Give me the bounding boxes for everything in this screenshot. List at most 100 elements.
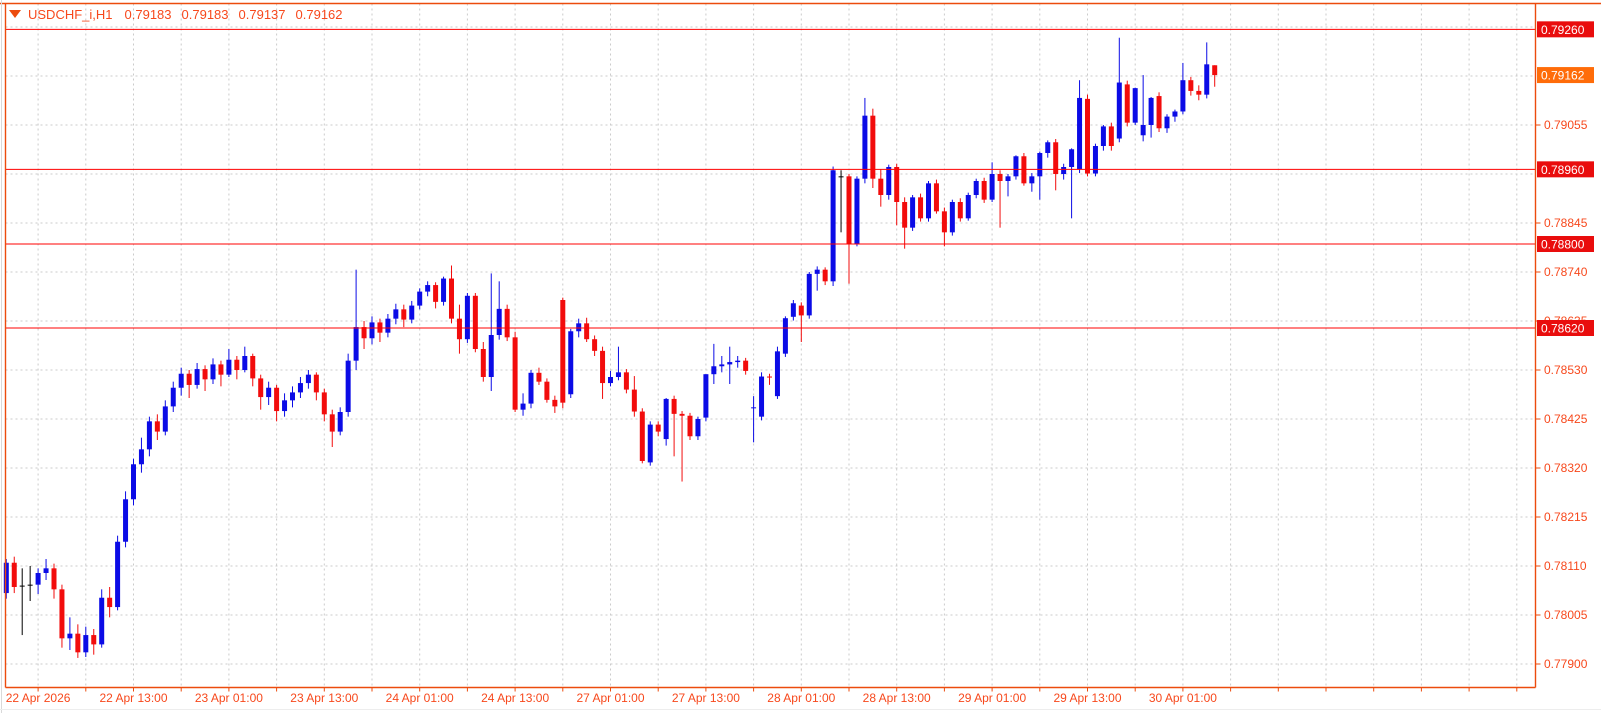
candle-body [425, 285, 431, 292]
time-tick-label: 24 Apr 13:00 [481, 691, 549, 705]
candle-up [1077, 80, 1083, 174]
candle-up [926, 181, 931, 222]
candle-body [19, 585, 25, 587]
candle-down [639, 408, 645, 464]
candle-up [496, 281, 502, 340]
candle-down [186, 370, 192, 398]
candle-up [615, 346, 621, 381]
candle-body [154, 421, 160, 432]
candle-body [703, 374, 709, 418]
candle-body [623, 372, 629, 390]
candle-body [647, 424, 653, 463]
candle-up [647, 421, 653, 466]
candle-body [337, 412, 343, 432]
candle-body [870, 115, 876, 179]
candle-down [258, 374, 264, 410]
candle-body [138, 449, 144, 465]
candle-up [297, 377, 303, 398]
candle-up [814, 266, 820, 291]
candle-body [107, 597, 113, 608]
candle-down [600, 346, 606, 399]
time-axis[interactable] [37, 687, 1518, 692]
candle-up [305, 370, 311, 389]
time-tick-label: 28 Apr 01:00 [767, 691, 835, 705]
candle-down [560, 297, 566, 409]
time-tick-label: 23 Apr 01:00 [195, 691, 263, 705]
candle-down [584, 317, 590, 342]
ohlc-info-bar: USDCHF_i,H1 0.79183 0.79183 0.79137 0.79… [9, 6, 353, 22]
candle-up [131, 458, 136, 506]
candle-body [774, 351, 780, 397]
candle-body [123, 499, 129, 542]
price-tick-label: 0.77900 [1544, 657, 1588, 671]
candle-up [727, 346, 733, 384]
candle-down [544, 378, 550, 403]
candle-body [1212, 65, 1218, 76]
level-price-label-bg [1537, 21, 1594, 38]
candle-down [671, 395, 677, 457]
candle-body [862, 115, 868, 179]
candle-down [75, 624, 81, 658]
candle-body [965, 195, 971, 219]
candle-up [1204, 42, 1210, 99]
candle-doji [838, 170, 844, 233]
candle-down [870, 108, 876, 188]
time-tick-label: 23 Apr 13:00 [290, 691, 358, 705]
candle-body [854, 178, 860, 244]
candle-down [997, 170, 1003, 228]
candle-down [894, 163, 900, 226]
candle-body [496, 308, 502, 335]
candle-body [615, 372, 621, 377]
candle-body [194, 369, 200, 385]
candle-down [1212, 65, 1218, 87]
candle-body [1092, 146, 1098, 174]
candle-body [75, 633, 81, 653]
candle-up [194, 363, 200, 389]
candle-up [115, 535, 121, 611]
candle-up [1005, 174, 1011, 197]
level-price-label-bg [1537, 161, 1594, 178]
candle-up [464, 293, 470, 343]
candle-body [242, 356, 248, 370]
candle-up [719, 356, 725, 373]
candle-body [297, 383, 303, 393]
candle-down [234, 356, 240, 380]
candle-up [1061, 163, 1067, 180]
candle-body [258, 378, 264, 398]
candle-up [1116, 37, 1122, 143]
candle-body [226, 359, 232, 375]
candle-body [83, 635, 89, 653]
candle-down [107, 587, 113, 618]
high-value: 0.79183 [181, 6, 229, 22]
price-tick-label: 0.78425 [1544, 412, 1588, 426]
candle-up [608, 370, 613, 387]
candle-down [631, 376, 637, 417]
candle-body [536, 372, 542, 382]
candle-body [162, 406, 168, 432]
candle-body [941, 211, 947, 233]
chart-menu-arrow-icon[interactable] [9, 10, 21, 18]
candle-down [902, 197, 908, 249]
candle-body [631, 389, 637, 412]
candle-up [3, 559, 9, 599]
candle-up [1180, 62, 1186, 115]
candle-up [162, 400, 168, 436]
candle-down [536, 367, 542, 385]
candle-up [43, 559, 49, 580]
candle-up [409, 300, 415, 324]
candle-down [918, 193, 924, 222]
candle-body [170, 387, 176, 407]
candle-down [1196, 85, 1202, 101]
candle-down [401, 304, 407, 328]
candle-body [735, 360, 741, 363]
candle-body [504, 308, 510, 338]
candle-down [552, 395, 558, 413]
candle-body [393, 309, 399, 319]
candle-body [822, 269, 828, 282]
candle-body [274, 387, 280, 412]
level-price-label: 0.78800 [1541, 238, 1585, 252]
symbol-period-label: USDCHF_i,H1 [28, 6, 113, 22]
level-price-label: 0.79260 [1541, 23, 1585, 37]
